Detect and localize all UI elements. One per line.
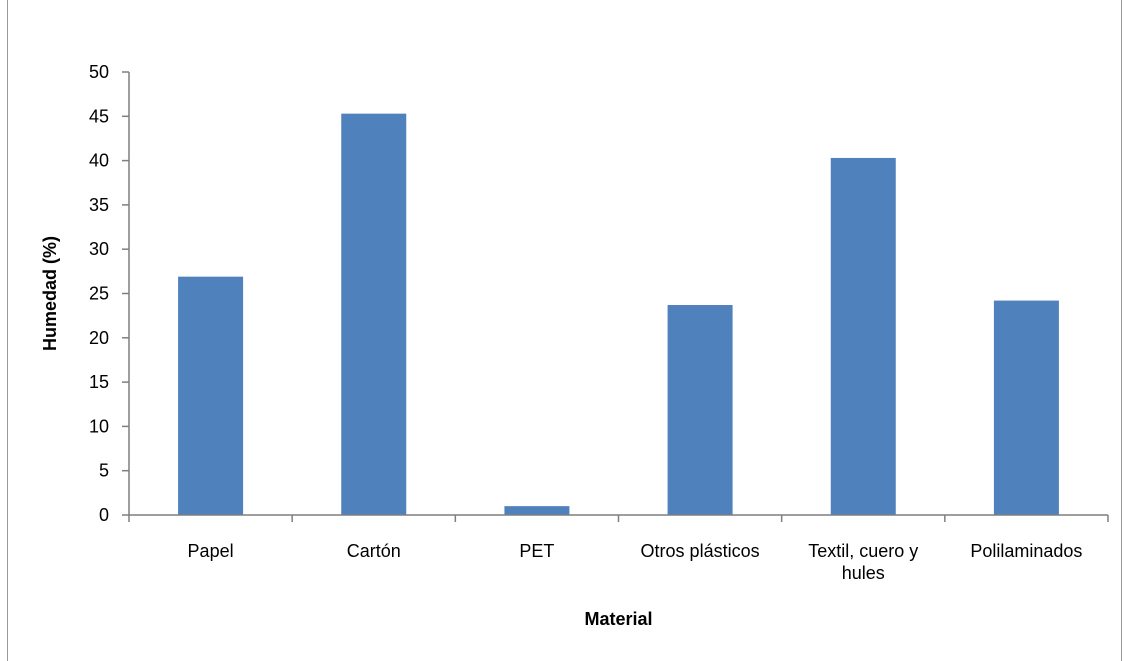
y-tick-label: 45 <box>89 106 109 126</box>
y-tick-label: 50 <box>89 62 109 82</box>
bar <box>830 157 896 515</box>
chart-frame <box>7 0 1122 661</box>
y-tick-label: 40 <box>89 151 109 171</box>
x-category-label: Papel <box>188 541 234 561</box>
y-tick-label: 20 <box>89 328 109 348</box>
x-category-label: PET <box>519 541 554 561</box>
bar <box>504 506 570 515</box>
x-category-label: Otros plásticos <box>641 541 760 561</box>
y-tick-label: 25 <box>89 284 109 304</box>
y-axis-title: Humedad (%) <box>40 236 60 351</box>
bar <box>993 300 1059 515</box>
bar <box>667 305 733 515</box>
y-tick-label: 35 <box>89 195 109 215</box>
y-tick-label: 30 <box>89 239 109 259</box>
y-tick-label: 0 <box>99 505 109 525</box>
bar <box>341 113 407 515</box>
y-tick-label: 5 <box>99 461 109 481</box>
bars <box>178 113 1059 515</box>
y-tick-label: 15 <box>89 372 109 392</box>
y-axis-ticks: 0 5 10 15 20 25 30 35 40 45 50 <box>89 62 129 525</box>
bar <box>178 276 244 515</box>
x-category-label: Cartón <box>347 541 401 561</box>
x-axis-ticks: Papel Cartón PET Otros plásticos Textil, cue… <box>128 515 1109 583</box>
x-axis-title: Material <box>584 609 652 629</box>
x-category-label: Polilaminados <box>970 541 1082 561</box>
x-category-label: Textil, cuero y hules <box>808 541 918 583</box>
y-tick-label: 10 <box>89 416 109 436</box>
